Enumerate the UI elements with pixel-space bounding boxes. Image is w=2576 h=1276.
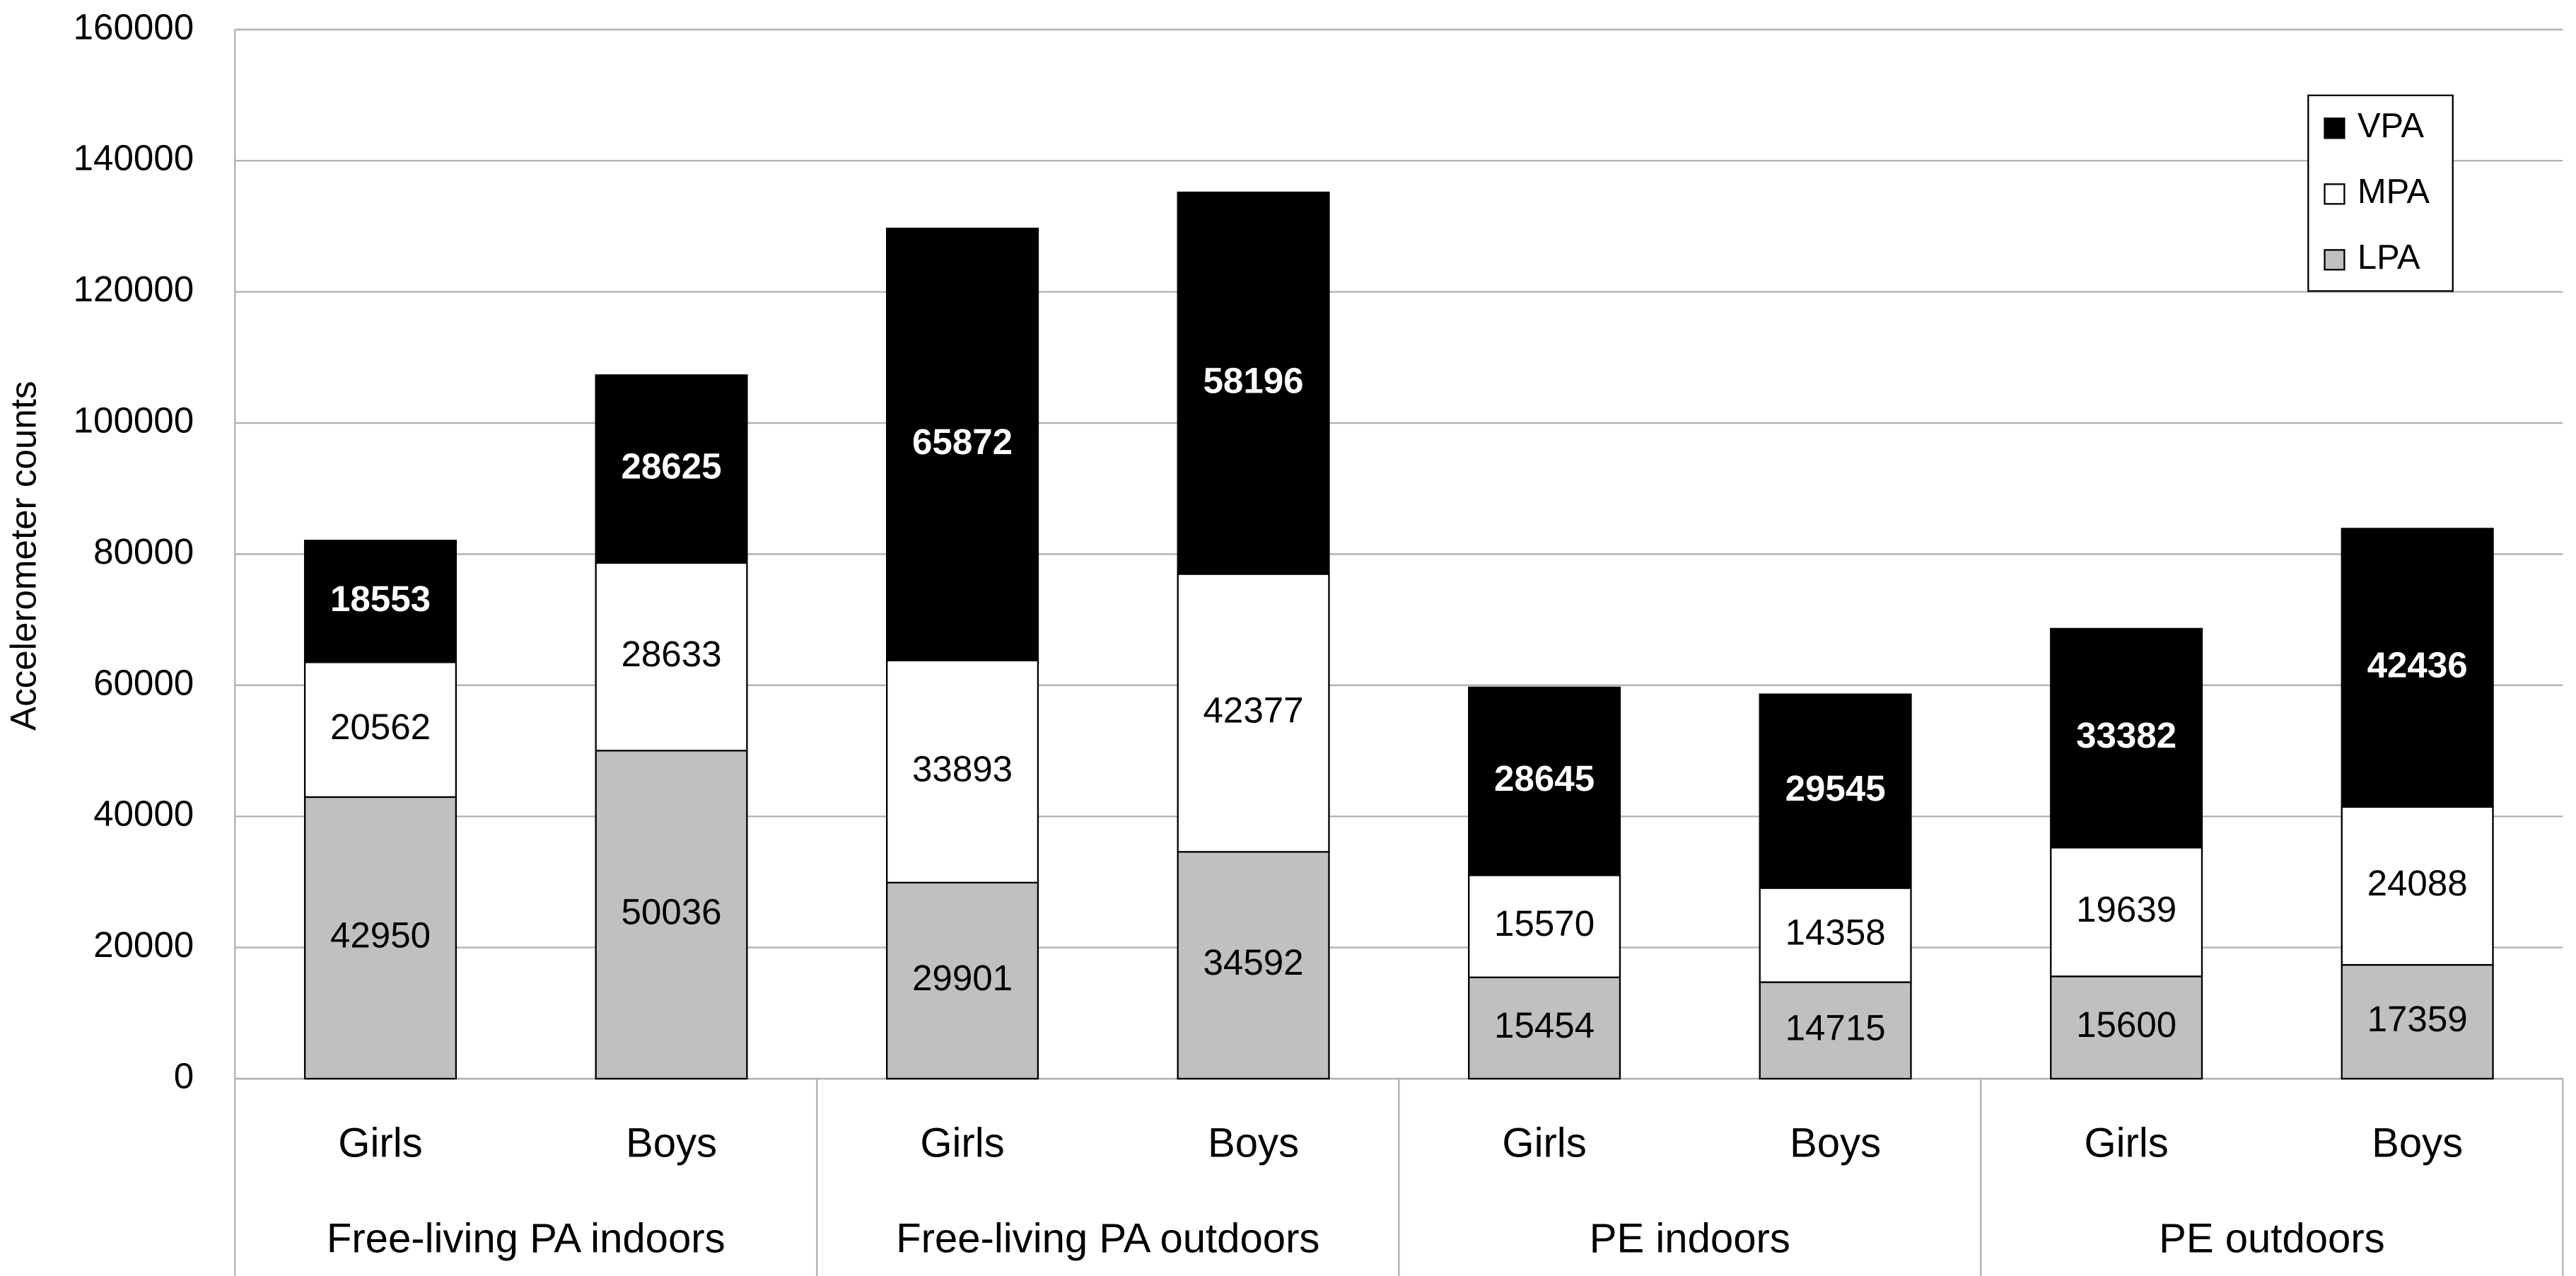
bar-segment	[886, 659, 1039, 884]
bar-segment	[303, 540, 457, 663]
y-tick-label: 120000	[74, 269, 194, 309]
data-label: 33893	[912, 748, 1013, 789]
data-label: 33382	[2076, 715, 2176, 755]
data-label: 65872	[912, 422, 1013, 462]
data-label: 29545	[1785, 768, 1886, 808]
y-tick-label: 100000	[74, 400, 194, 441]
data-label: 20562	[330, 707, 431, 747]
bar-segment	[1177, 573, 1330, 853]
data-label: 28645	[1494, 758, 1595, 799]
bar-segment	[595, 750, 748, 1080]
x-tick-label: Girls	[920, 1120, 1004, 1166]
y-tick-label: 0	[174, 1056, 194, 1096]
y-tick-label: 140000	[74, 138, 194, 178]
bar-segment	[2341, 963, 2494, 1080]
bar-segment	[303, 661, 457, 799]
bar-segment	[1468, 874, 1621, 978]
legend-label: LPA	[2358, 238, 2420, 277]
group-label: Free-living PA indoors	[327, 1216, 725, 1262]
bar-segment	[1759, 887, 1912, 983]
data-label: 34592	[1204, 942, 1304, 982]
data-label: 24088	[2367, 863, 2468, 903]
bar-segment	[1468, 976, 1621, 1080]
y-tick-label: 160000	[74, 6, 194, 47]
y-tick-label: 20000	[93, 924, 194, 965]
data-label: 58196	[1204, 360, 1304, 400]
bar-segment	[1468, 686, 1621, 876]
data-label: 42436	[2367, 645, 2468, 685]
x-tick-label: Boys	[626, 1120, 717, 1166]
data-label: 15600	[2076, 1004, 2176, 1045]
data-label: 42950	[330, 915, 431, 955]
y-tick-label: 40000	[93, 794, 194, 834]
bar-segment	[595, 562, 748, 752]
bar-segment	[2341, 806, 2494, 966]
data-label: 28625	[621, 446, 721, 487]
x-tick-label: Boys	[2372, 1120, 2463, 1166]
bar-segment	[303, 796, 457, 1080]
data-label: 19639	[2076, 889, 2176, 929]
bar-segment	[1759, 981, 1912, 1080]
x-tick-label: Boys	[1790, 1120, 1881, 1166]
data-label: 18553	[330, 579, 431, 619]
legend-swatch	[2324, 249, 2345, 271]
legend-swatch	[2324, 117, 2345, 139]
data-label: 28633	[621, 634, 721, 674]
y-tick-label: 60000	[93, 662, 194, 702]
bar-segment	[1177, 851, 1330, 1080]
legend-label: MPA	[2358, 173, 2430, 211]
group-label: Free-living PA outdoors	[896, 1216, 1319, 1262]
bar-segment	[1177, 191, 1330, 575]
bar-segment	[595, 374, 748, 564]
x-tick-label: Boys	[1208, 1120, 1299, 1166]
legend-swatch	[2324, 183, 2345, 205]
data-label: 42377	[1204, 690, 1304, 730]
x-tick-label: Girls	[1502, 1120, 1586, 1166]
data-label: 50036	[621, 892, 721, 932]
bar-segment	[2341, 528, 2494, 808]
data-label: 14715	[1785, 1007, 1886, 1048]
y-tick-label: 80000	[93, 531, 194, 572]
data-label: 14358	[1785, 912, 1886, 953]
x-tick-label: Girls	[338, 1120, 422, 1166]
bar-segment	[886, 227, 1039, 661]
bar-segment	[1759, 693, 1912, 889]
group-label: PE indoors	[1590, 1216, 1790, 1262]
data-label: 29901	[912, 958, 1013, 998]
bar-segment	[2050, 627, 2203, 849]
data-label: 15570	[1494, 903, 1595, 944]
bar-segment	[2050, 975, 2203, 1080]
x-tick-label: Girls	[2084, 1120, 2168, 1166]
group-label: PE outdoors	[2159, 1216, 2385, 1262]
data-label: 15454	[1494, 1005, 1595, 1045]
bar-segment	[2050, 847, 2203, 978]
legend-label: VPA	[2358, 107, 2424, 145]
data-label: 17359	[2367, 999, 2468, 1039]
y-axis-label: Accelerometer counts	[4, 381, 44, 731]
